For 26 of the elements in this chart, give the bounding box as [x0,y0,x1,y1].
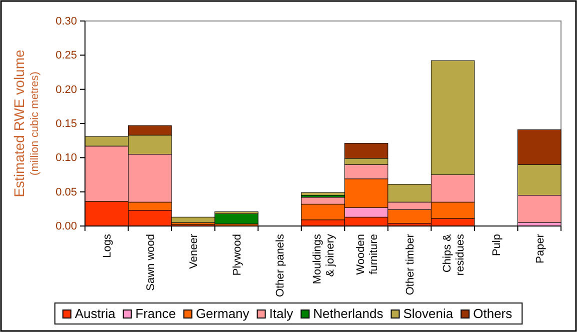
x-tick-label: Plywood [231,234,244,276]
x-tick-label: Sawn wood [144,234,157,291]
y-axis-title: Estimated RWE volume (million cubic metres) [11,50,41,198]
x-tick-label: Other panels [274,234,287,297]
y-tick-label: 0.00 [56,220,77,233]
x-tick-label: Pulp [491,234,504,256]
x-tick-label: Other timber [404,234,417,296]
legend-label: Italy [269,306,294,321]
x-tick-label: Chips & residues [441,233,466,276]
y-tick-label: 0.30 [56,16,77,28]
y-tick-label: 0.20 [56,84,77,96]
x-tick-label: Veneer [188,234,200,269]
y-tick-label: 0.15 [56,118,77,130]
y-tick-label: 0.05 [56,186,77,198]
legend-label: Austria [74,306,116,321]
legend-label: Slovenia [403,306,454,321]
legend-label: France [135,306,176,321]
legend-label: Germany [196,306,250,321]
legend-label: Netherlands [313,306,384,321]
y-tick-label: 0.10 [56,152,77,164]
x-tick-label: Logs [102,234,114,258]
x-tick-label: Mouldings & joinery [312,234,336,284]
x-tick-label: Paper [534,234,546,264]
legend-label: Others [473,306,513,321]
y-tick-label: 0.25 [56,50,77,62]
x-tick-label: Wooden furniture [354,234,380,275]
